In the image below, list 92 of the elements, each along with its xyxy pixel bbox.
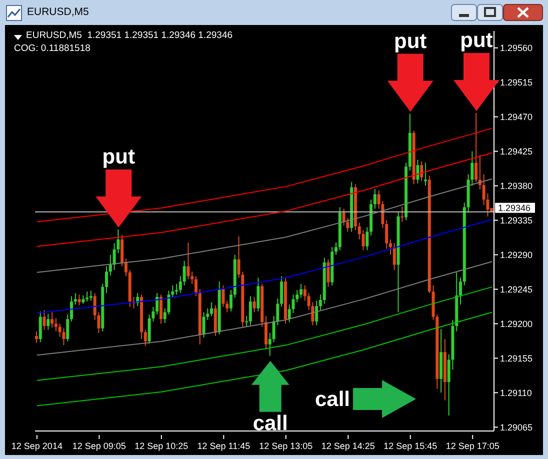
y-tick-label: 1.29470 <box>500 112 533 122</box>
annotation: put <box>394 30 427 53</box>
x-tick-label: 12 Sep 09:05 <box>72 441 126 451</box>
candlestick <box>182 260 186 286</box>
candlestick <box>105 266 108 294</box>
candlestick <box>35 330 38 344</box>
candlestick <box>50 312 54 328</box>
candlestick <box>280 276 284 308</box>
y-tick-label: 1.29515 <box>500 78 533 88</box>
candlestick <box>373 188 376 210</box>
annotation: call <box>314 388 350 411</box>
candlestick <box>366 226 369 251</box>
candlestick <box>124 258 128 277</box>
candlestick <box>89 290 92 302</box>
y-tick-label: 1.29200 <box>500 318 533 329</box>
candlestick <box>144 329 147 346</box>
candlestick <box>222 284 225 308</box>
candlestick <box>256 277 260 312</box>
annotation: put <box>102 145 135 168</box>
candlestick <box>326 258 330 288</box>
candlestick <box>420 160 424 182</box>
candlestick <box>318 294 322 310</box>
candlestick <box>315 300 318 326</box>
candlestick <box>214 304 217 336</box>
candlestick <box>175 283 178 296</box>
candlestick <box>86 291 89 302</box>
candlestick <box>163 308 166 324</box>
candlestick <box>178 276 182 294</box>
y-tick-label: 1.29560 <box>500 43 533 54</box>
x-tick-label: 12 Sep 15:45 <box>384 441 438 451</box>
y-tick-label: 1.29065 <box>500 422 533 432</box>
line-series <box>36 178 493 273</box>
candlestick <box>296 290 299 303</box>
candlestick <box>120 234 124 267</box>
y-tick-label: 1.29290 <box>500 250 533 260</box>
annotation: put <box>460 28 493 52</box>
y-tick-label: 1.29155 <box>500 353 533 364</box>
candlestick <box>264 316 268 349</box>
candlestick <box>303 284 306 302</box>
candlestick <box>186 242 190 280</box>
candlestick <box>268 332 272 356</box>
candlestick <box>334 242 338 256</box>
line-series <box>36 128 493 222</box>
candlestick <box>226 300 229 313</box>
x-tick-label: 12 Sep 13:05 <box>259 441 313 451</box>
candlestick <box>229 290 232 312</box>
x-tick-label: 12 Sep 14:25 <box>321 441 375 451</box>
candlestick <box>300 283 303 298</box>
y-tick-label: 1.29380 <box>500 180 533 191</box>
y-tick-label: 1.29425 <box>500 146 533 156</box>
candlestick <box>42 309 46 330</box>
candlestick <box>424 162 427 186</box>
candlestick <box>202 312 206 338</box>
candlestick <box>62 328 66 346</box>
line-series <box>36 261 493 356</box>
candlestick <box>74 292 77 306</box>
candlestick <box>388 238 392 256</box>
candlestick <box>54 318 58 332</box>
candlestick <box>210 302 214 317</box>
candlestick <box>78 294 81 306</box>
x-tick-label: 12 Sep 2014 <box>11 441 62 451</box>
candlestick <box>46 313 50 330</box>
x-tick-label: 12 Sep 11:45 <box>197 441 250 451</box>
line-series <box>36 286 493 381</box>
candlestick <box>474 112 478 182</box>
candlestick <box>248 296 252 326</box>
line-series <box>36 312 493 406</box>
candlestick <box>416 159 420 184</box>
candlestick <box>245 316 248 328</box>
candlestick <box>400 206 404 222</box>
candlestick <box>392 242 396 271</box>
candlestick <box>38 310 42 343</box>
annotation: call <box>252 412 288 435</box>
candlestick <box>190 271 194 284</box>
chart-subtitle: EURUSD,M5 1.29351 1.29351 1.29346 1.29346 <box>26 30 233 41</box>
candlestick <box>194 276 198 297</box>
y-tick-label: 1.29110 <box>500 388 532 398</box>
annotation: COG: 0.11881518 <box>14 43 90 54</box>
y-tick-label: 1.29335 <box>500 215 533 226</box>
x-tick-label: 12 Sep 17:05 <box>446 441 500 451</box>
x-tick-label: 12 Sep 10:25 <box>134 441 188 451</box>
chart-title: EURUSD,M5 <box>27 6 89 18</box>
candlestick <box>108 254 112 276</box>
ref-line-label: 1.29346 <box>498 202 531 213</box>
candlestick <box>385 220 388 250</box>
candlestick <box>156 292 159 316</box>
y-tick-label: 1.29245 <box>500 284 533 294</box>
candlestick <box>70 296 74 322</box>
candlestick <box>159 294 162 324</box>
candlestick <box>458 277 462 306</box>
candlestick <box>252 296 256 313</box>
candlestick <box>66 314 70 342</box>
